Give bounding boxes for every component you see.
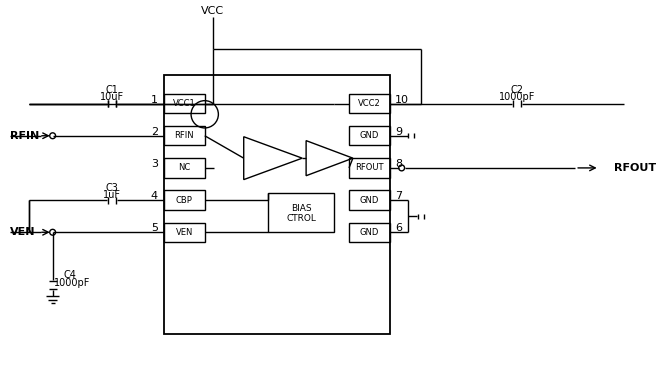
Bar xyxy=(349,223,390,242)
Bar xyxy=(164,75,390,334)
Bar xyxy=(164,158,205,178)
Text: 7: 7 xyxy=(395,191,402,201)
Text: 1: 1 xyxy=(151,95,158,105)
Text: 8: 8 xyxy=(395,159,402,169)
Text: VEN: VEN xyxy=(10,227,35,237)
Text: GND: GND xyxy=(360,228,379,237)
Text: 10: 10 xyxy=(395,95,408,105)
Text: CTROL: CTROL xyxy=(286,214,316,223)
Text: C2: C2 xyxy=(510,85,524,95)
Text: GND: GND xyxy=(360,131,379,140)
Text: VCC2: VCC2 xyxy=(358,99,381,108)
Text: 5: 5 xyxy=(151,223,158,233)
Text: GND: GND xyxy=(360,196,379,205)
Text: RFOUT: RFOUT xyxy=(614,163,656,173)
Text: VEN: VEN xyxy=(176,228,193,237)
Text: NC: NC xyxy=(178,163,190,172)
Text: RFIN: RFIN xyxy=(175,131,194,140)
Bar xyxy=(164,223,205,242)
Bar xyxy=(349,94,390,113)
Text: VCC: VCC xyxy=(201,6,224,16)
Bar xyxy=(164,191,205,210)
Bar xyxy=(164,94,205,113)
Bar xyxy=(349,158,390,178)
Bar xyxy=(164,126,205,145)
Text: 1000pF: 1000pF xyxy=(54,278,91,288)
Text: RFIN: RFIN xyxy=(10,131,39,141)
Text: 9: 9 xyxy=(395,127,402,137)
Text: 3: 3 xyxy=(151,159,158,169)
Text: 10uF: 10uF xyxy=(100,92,124,102)
Text: C1: C1 xyxy=(106,85,118,95)
Text: 2: 2 xyxy=(151,127,158,137)
Bar xyxy=(349,126,390,145)
Text: 1uF: 1uF xyxy=(103,190,121,200)
Text: 4: 4 xyxy=(151,191,158,201)
Bar xyxy=(349,191,390,210)
Text: C3: C3 xyxy=(106,183,118,193)
Bar xyxy=(268,193,334,232)
Text: VCC1: VCC1 xyxy=(173,99,196,108)
Text: C4: C4 xyxy=(63,270,77,280)
Text: RFOUT: RFOUT xyxy=(355,163,384,172)
Text: CBP: CBP xyxy=(176,196,193,205)
Text: 6: 6 xyxy=(395,223,402,233)
Text: BIAS: BIAS xyxy=(291,203,311,212)
Text: 1000pF: 1000pF xyxy=(498,92,535,102)
